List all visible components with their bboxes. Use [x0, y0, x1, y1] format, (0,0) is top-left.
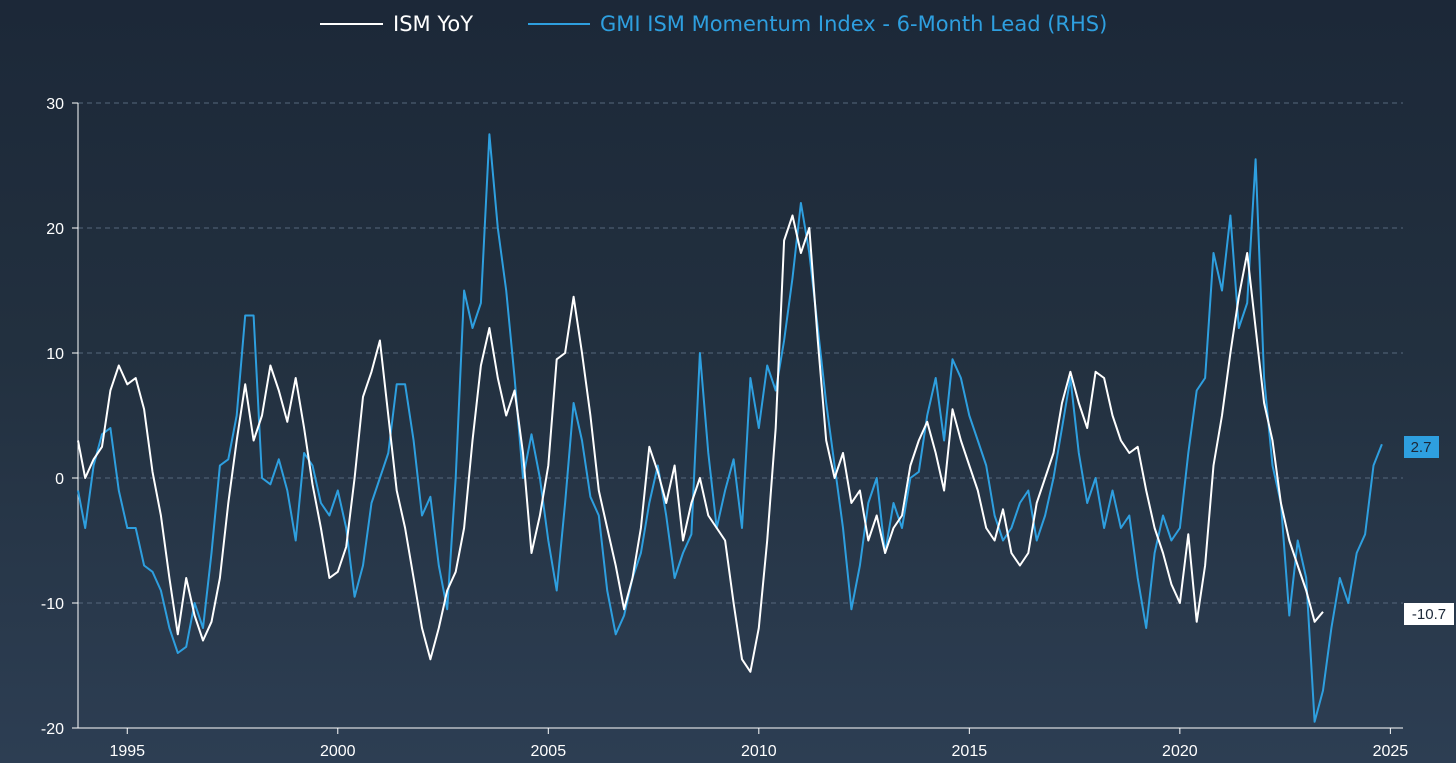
y-tick-label: 0 — [55, 471, 64, 488]
last-value-badge-ism-bg — [1404, 603, 1454, 625]
last-value-badge-gmi-bg — [1404, 436, 1439, 458]
y-tick-label: 30 — [46, 96, 64, 113]
y-tick-label: -20 — [41, 721, 64, 738]
last-value-badge-gmi: 2.7 — [1404, 436, 1439, 458]
series-lines — [77, 133, 1383, 723]
x-tick-label: 2005 — [531, 743, 567, 760]
last-value-badge-ism: -10.7 — [1404, 603, 1454, 625]
x-axis-tick-labels: 1995 2000 2005 2010 2015 2020 2025 — [109, 728, 1408, 760]
gridlines — [78, 102, 1403, 604]
y-axis-tick-labels: 30 20 10 0 -10 -20 — [41, 96, 78, 738]
legend: ISM YoY GMI ISM Momentum Index - 6-Month… — [320, 12, 1107, 36]
x-tick-label: 2020 — [1162, 743, 1198, 760]
last-value-badge-ism-text: -10.7 — [1412, 606, 1446, 623]
x-tick-label: 2010 — [741, 743, 777, 760]
y-tick-label: -10 — [41, 596, 64, 613]
x-tick-label: 2025 — [1373, 743, 1409, 760]
x-tick-label: 2000 — [320, 743, 356, 760]
legend-label-ism-yoy: ISM YoY — [393, 12, 473, 36]
series-line-gmi-momentum — [77, 133, 1383, 723]
last-value-badge-gmi-text: 2.7 — [1411, 439, 1432, 456]
series-line-ism-yoy — [77, 214, 1324, 673]
x-tick-label: 2015 — [952, 743, 988, 760]
y-tick-label: 20 — [46, 221, 64, 238]
legend-label-gmi-momentum: GMI ISM Momentum Index - 6-Month Lead (R… — [600, 12, 1107, 36]
y-tick-label: 10 — [46, 346, 64, 363]
x-tick-label: 1995 — [109, 743, 145, 760]
